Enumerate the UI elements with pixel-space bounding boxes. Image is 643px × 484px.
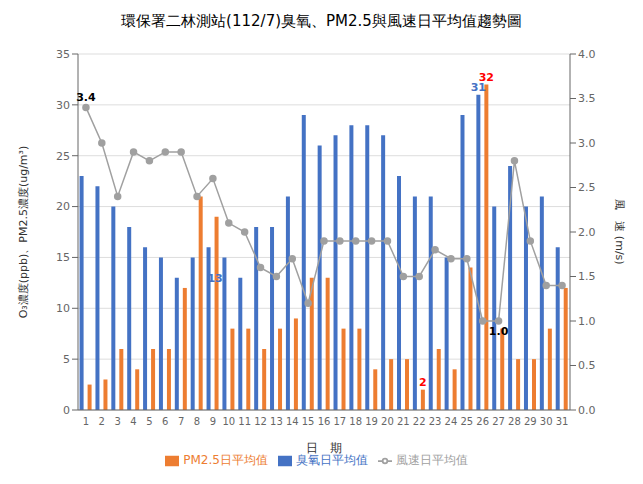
svg-text:1.0: 1.0 [578, 315, 596, 328]
svg-text:2: 2 [99, 416, 105, 427]
svg-text:5: 5 [63, 353, 70, 366]
svg-text:13: 13 [270, 416, 283, 427]
svg-text:19: 19 [365, 416, 378, 427]
svg-text:1.5: 1.5 [578, 270, 596, 283]
svg-text:2.0: 2.0 [578, 226, 596, 239]
svg-text:O₃濃度(ppb)、PM2.5濃度(ug/m³): O₃濃度(ppb)、PM2.5濃度(ug/m³) [17, 146, 30, 319]
svg-text:17: 17 [334, 416, 347, 427]
svg-text:4: 4 [130, 416, 136, 427]
svg-text:30: 30 [56, 99, 70, 112]
svg-text:3: 3 [114, 416, 120, 427]
svg-text:32: 32 [479, 71, 494, 84]
svg-text:2.5: 2.5 [578, 181, 596, 194]
svg-text:25: 25 [460, 416, 473, 427]
html-text:臭氧日平均值: 臭氧日平均值 [295, 453, 368, 467]
svg-text:9: 9 [210, 416, 216, 427]
svg-text:5: 5 [146, 416, 152, 427]
svg-text:3.5: 3.5 [578, 92, 596, 105]
svg-text:26: 26 [476, 416, 489, 427]
svg-text:14: 14 [286, 416, 299, 427]
svg-text:31: 31 [470, 80, 486, 94]
svg-text:16: 16 [318, 416, 331, 427]
svg-text:日 期: 日 期 [306, 441, 342, 455]
svg-text:風 速 (m/s): 風 速 (m/s) [613, 199, 626, 264]
svg-text:8: 8 [194, 416, 200, 427]
svg-text:2: 2 [419, 376, 427, 389]
svg-text:21: 21 [397, 416, 410, 427]
svg-text:0.5: 0.5 [578, 359, 596, 372]
svg-text:20: 20 [56, 200, 70, 213]
svg-text:15: 15 [302, 416, 315, 427]
svg-text:10: 10 [56, 302, 70, 315]
svg-text:12: 12 [254, 416, 267, 427]
svg-text:30: 30 [540, 416, 553, 427]
svg-text:0: 0 [63, 404, 70, 417]
svg-text:1: 1 [83, 416, 89, 427]
svg-text:22: 22 [413, 416, 426, 427]
svg-text:15: 15 [56, 251, 70, 264]
svg-text:20: 20 [381, 416, 394, 427]
svg-text:23: 23 [429, 416, 442, 427]
svg-text:24: 24 [445, 416, 458, 427]
svg-text:13: 13 [207, 272, 222, 285]
html-text:風速日平均值: 風速日平均值 [395, 453, 468, 467]
svg-text:11: 11 [238, 416, 251, 427]
svg-text:27: 27 [492, 416, 505, 427]
svg-text:18: 18 [349, 416, 362, 427]
svg-text:28: 28 [508, 416, 521, 427]
html-text:PM2.5日平均值: PM2.5日平均值 [183, 453, 268, 467]
svg-text:3.0: 3.0 [578, 137, 596, 150]
svg-text:31: 31 [556, 416, 569, 427]
svg-text:10: 10 [222, 416, 235, 427]
svg-text:3.4: 3.4 [76, 91, 96, 104]
svg-text:25: 25 [56, 150, 70, 163]
svg-text:7: 7 [178, 416, 184, 427]
svg-text:6: 6 [162, 416, 168, 427]
svg-text:0.0: 0.0 [578, 404, 596, 417]
svg-text:29: 29 [524, 416, 537, 427]
html-text:環保署二林測站(112/7)臭氧、PM2.5與風速日平均值趨: 環保署二林測站(112/7)臭氧、PM2.5與風速日平均值趨勢圖 [121, 12, 522, 30]
svg-text:4.0: 4.0 [578, 48, 596, 61]
svg-text:1.0: 1.0 [489, 325, 509, 338]
svg-text:35: 35 [56, 48, 70, 61]
